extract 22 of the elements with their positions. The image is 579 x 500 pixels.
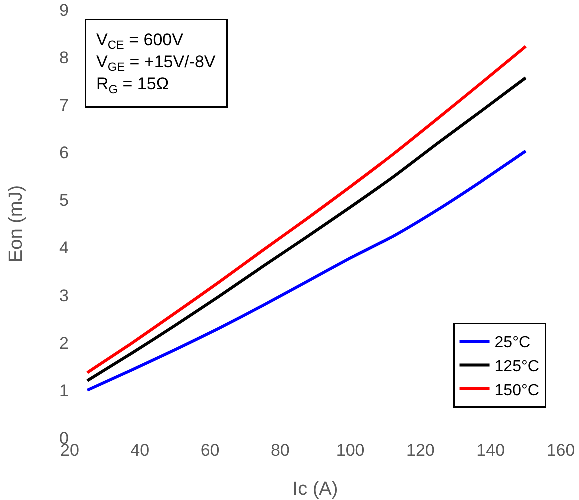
y-tick-label: 9 xyxy=(60,0,69,20)
y-tick-label: 3 xyxy=(60,286,69,306)
x-tick-label: 160 xyxy=(546,441,576,460)
text: V$_{CE}$ = 600V V$_{GE}$ = +15V/-8V R$_{G}$ = 15Ω xyxy=(96,30,216,96)
x-axis-title: Ic (A) xyxy=(292,479,338,500)
y-tick-label: 8 xyxy=(60,48,69,68)
y-tick-label: 2 xyxy=(60,334,69,353)
legend-label: 125°C xyxy=(494,358,540,376)
x-tick-label: 100 xyxy=(336,441,365,460)
y-tick-label: 5 xyxy=(60,191,69,210)
legend-label: 150°C xyxy=(494,382,540,400)
x-tick-label: 40 xyxy=(130,441,150,460)
y-axis-title: Eon (mJ) xyxy=(6,185,27,263)
x-tick-label: 140 xyxy=(476,441,506,460)
y-tick-label: 6 xyxy=(60,144,69,163)
y-tick-label: 7 xyxy=(60,96,69,116)
x-tick-label: 80 xyxy=(270,441,290,460)
x-tick-label: 60 xyxy=(200,441,220,460)
legend-label: 25°C xyxy=(494,334,531,352)
y-tick-label: 4 xyxy=(60,238,69,258)
y-tick-label: 1 xyxy=(60,381,69,400)
x-tick-label: 120 xyxy=(406,441,435,460)
